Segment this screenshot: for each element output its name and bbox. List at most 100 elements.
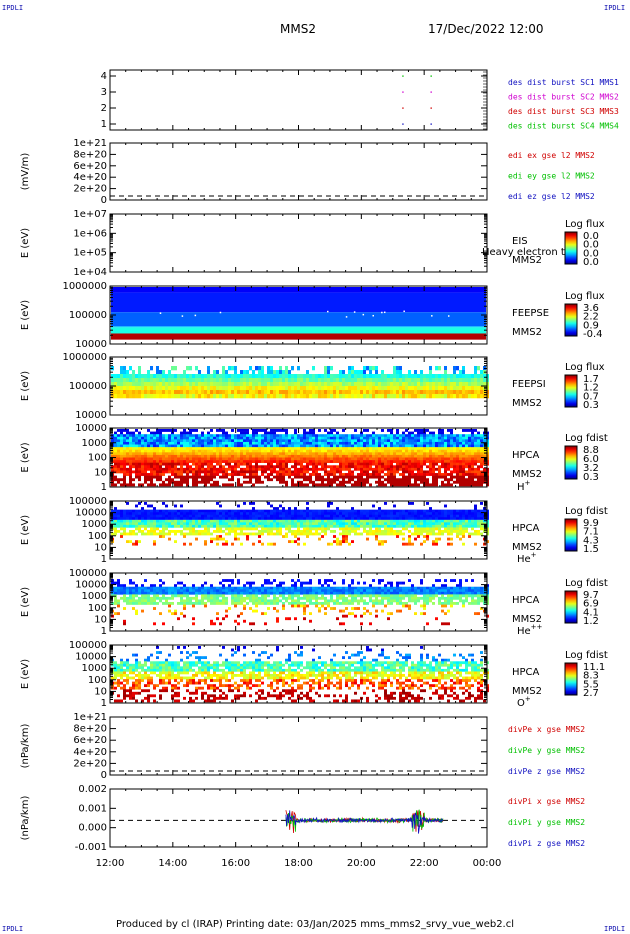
spectrogram-cell [312, 431, 315, 435]
spectrogram-cell [213, 512, 216, 516]
spectrogram-cell [438, 447, 441, 451]
spectrogram-cell [168, 530, 171, 533]
spectrogram-cell [462, 465, 465, 469]
spectrogram-cell [222, 441, 225, 445]
spectrogram-cell [342, 465, 345, 469]
spectrogram-cell [234, 460, 237, 463]
spectrogram-cell [213, 441, 216, 445]
spectrogram-cell [159, 434, 162, 438]
spectrogram-cell [303, 454, 306, 458]
spectrogram-cell [423, 460, 426, 463]
spectrogram-cell [174, 447, 177, 451]
spectrogram-cell [279, 532, 282, 536]
spectrogram-cell [213, 509, 216, 513]
spectrogram-cell [399, 465, 402, 469]
spectrogram-cell [465, 480, 468, 484]
spectrogram-speck [327, 310, 329, 313]
spectrogram-cell [180, 509, 183, 513]
spectrogram-cell [339, 460, 342, 463]
spectrogram-cell [351, 530, 354, 533]
spectrogram-cell [114, 507, 117, 510]
spectrogram-cell [441, 429, 444, 432]
spectrogram-cell [252, 390, 255, 395]
spectrogram-cell [222, 447, 225, 451]
spectrogram-cell [150, 460, 153, 463]
spectrogram-cell [198, 390, 201, 395]
spectrogram-cell [249, 460, 252, 463]
spectrogram-cell [228, 460, 231, 463]
spectrogram-cell [294, 465, 297, 469]
spectrogram-cell [474, 439, 477, 443]
spectrogram-cell [414, 465, 417, 469]
spectrogram-cell [333, 540, 336, 544]
spectrogram-cell [306, 439, 309, 443]
spectrogram-cell [159, 394, 162, 399]
spectrogram-cell [264, 522, 267, 526]
spectrogram-cell [171, 519, 174, 523]
spectrogram-cell [195, 509, 198, 513]
spectrogram-cell [333, 386, 336, 391]
spectrogram-cell [348, 462, 351, 466]
spectrogram-cell [420, 434, 423, 438]
spectrogram-cell [147, 524, 150, 528]
spectrogram-cell [480, 454, 483, 458]
spectrogram-cell [216, 370, 219, 375]
spectrogram-cell [396, 386, 399, 391]
spectrogram-cell [198, 462, 201, 466]
spectrogram-cell [240, 386, 243, 391]
spectrogram-cell [282, 475, 285, 479]
spectrogram-cell [288, 509, 291, 513]
spectrogram-cell [330, 452, 333, 456]
spectrogram-cell [291, 512, 294, 516]
legend-entry: des dist burst SC4 MMS4 [508, 122, 619, 131]
spectrogram-cell [324, 454, 327, 458]
spectrogram-cell [405, 444, 408, 448]
spectrogram-cell [171, 374, 174, 379]
spectrogram-cell [132, 382, 135, 387]
spectrogram-cell [132, 470, 135, 474]
spectrogram-cell [420, 462, 423, 466]
spectrogram-cell [378, 394, 381, 399]
spectrogram-cell [294, 449, 297, 453]
spectrogram-cell [192, 467, 195, 471]
spectrogram-cell [126, 467, 129, 471]
spectrogram-cell [459, 457, 462, 461]
spectrogram-cell [240, 454, 243, 458]
spectrogram-cell [435, 447, 438, 451]
spectrogram-cell [171, 439, 174, 443]
spectrogram-cell [132, 460, 135, 463]
spectrogram-cell [165, 374, 168, 379]
spectrogram-cell [300, 386, 303, 391]
spectrogram-cell [270, 434, 273, 438]
spectrogram-cell [369, 462, 372, 466]
spectrogram-cell [303, 390, 306, 395]
spectrogram-cell [396, 429, 399, 432]
spectrogram-cell [300, 530, 303, 533]
spectrogram-cell [357, 517, 360, 521]
y-axis-label: E (eV) [20, 371, 31, 401]
spectrogram-cell [198, 480, 201, 484]
spectrogram-cell [111, 509, 114, 513]
spectrogram-cell [288, 454, 291, 458]
spectrogram-cell [405, 452, 408, 456]
spectrogram-cell [183, 524, 186, 528]
spectrogram-cell [360, 447, 363, 451]
spectrogram-cell [210, 452, 213, 456]
spectrogram-cell [123, 509, 126, 513]
spectrogram-cell [372, 431, 375, 435]
spectrogram-cell [309, 460, 312, 463]
spectrogram-cell [411, 470, 414, 474]
spectrogram-cell [366, 462, 369, 466]
spectrogram-cell [372, 374, 375, 379]
spectrogram-cell [255, 390, 258, 395]
spectrogram-cell [213, 390, 216, 395]
spectrogram-cell [201, 382, 204, 387]
spectrogram-cell [255, 441, 258, 445]
instrument-label: FEEPSI [512, 379, 546, 390]
spectrogram-cell [147, 483, 150, 487]
spectrogram-cell [312, 509, 315, 513]
spectrogram-cell [414, 390, 417, 395]
spectrogram-cell [243, 509, 246, 513]
spectrogram-cell [483, 386, 486, 391]
